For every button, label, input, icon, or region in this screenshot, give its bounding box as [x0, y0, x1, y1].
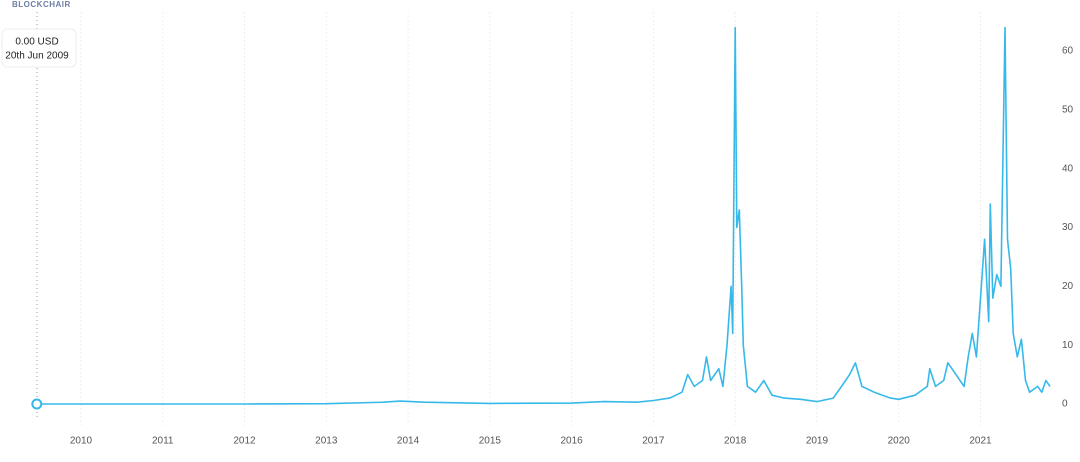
line-series [36, 26, 1051, 405]
grid [80, 12, 981, 425]
x-tick-label: 2018 [724, 436, 747, 447]
x-tick-label: 2015 [479, 436, 502, 447]
y-tick-label: 50 [1062, 104, 1074, 115]
y-tick-label: 20 [1062, 281, 1074, 292]
y-tick-label: 40 [1062, 163, 1074, 174]
tooltip-value: 0.00 USD [15, 37, 58, 48]
tooltip [1, 28, 77, 68]
x-tick-label: 2012 [233, 436, 256, 447]
axis-panel [1050, 0, 1080, 462]
x-tick-label: 2020 [888, 436, 911, 447]
x-tick-label: 2019 [806, 436, 829, 447]
y-tick-label: 0 [1062, 399, 1068, 410]
x-tick-label: 2013 [315, 436, 338, 447]
plot [36, 26, 1051, 405]
tooltip-date: 20th Jun 2009 [5, 51, 69, 62]
y-tick-label: 60 [1062, 46, 1074, 57]
hover-point [31, 398, 43, 410]
x-tick-label: 2017 [642, 436, 665, 447]
x-tick-label: 2010 [70, 436, 93, 447]
y-tick-label: 30 [1062, 222, 1074, 233]
brand: BLOCKCHAIR [12, 0, 71, 9]
y-tick-label: 10 [1062, 340, 1074, 351]
x-tick-label: 2014 [397, 436, 420, 447]
x-tick-label: 2016 [560, 436, 583, 447]
x-tick-label: 2021 [969, 436, 992, 447]
x-tick-label: 2011 [152, 436, 174, 447]
